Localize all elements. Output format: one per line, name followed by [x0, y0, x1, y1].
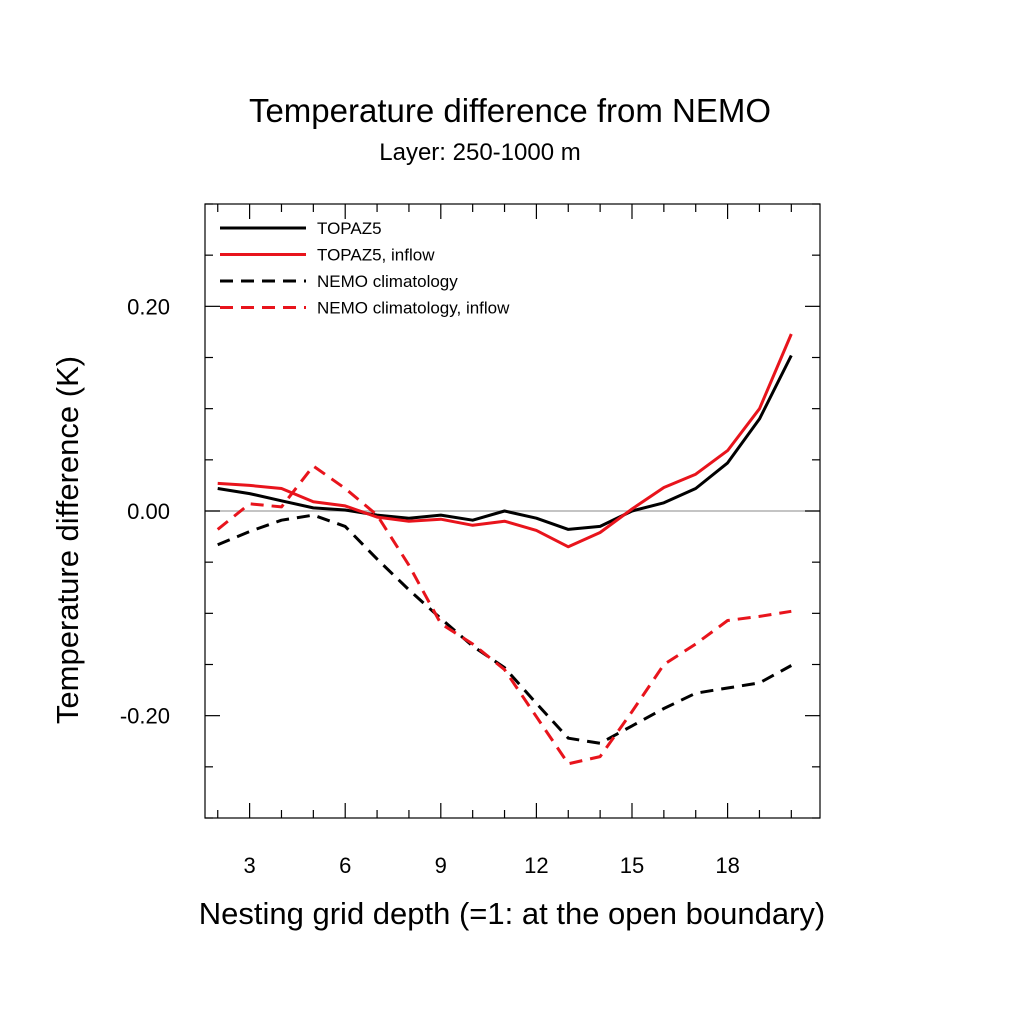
y-tick-label: -0.20 — [120, 704, 170, 729]
x-tick-label: 18 — [715, 853, 739, 878]
legend-label-2: TOPAZ5, inflow — [317, 246, 435, 265]
x-tick-label: 3 — [243, 853, 255, 878]
x-tick-label: 6 — [339, 853, 351, 878]
x-axis-title: Nesting grid depth (=1: at the open boun… — [199, 896, 825, 931]
legend: TOPAZ5 TOPAZ5, inflow NEMO climatology NEMO… — [220, 219, 510, 318]
chart-subtitle: Layer: 250-1000 m — [379, 139, 580, 166]
series-line-4 — [216, 464, 792, 766]
series-layer — [216, 333, 793, 766]
series-line-2 — [217, 333, 793, 549]
chart-title: Temperature difference from NEMO — [249, 92, 771, 129]
x-tick-labels: 3 6 9 12 15 18 — [243, 853, 739, 878]
legend-label-4: NEMO climatology, inflow — [317, 299, 510, 318]
tick-layer — [205, 203, 820, 819]
series-line-1 — [217, 354, 793, 531]
y-tick-label: 0.20 — [127, 294, 170, 319]
x-tick-label: 12 — [524, 853, 548, 878]
x-tick-label: 15 — [620, 853, 644, 878]
legend-label-1: TOPAZ5 — [317, 219, 382, 238]
series-line-3 — [217, 513, 793, 745]
y-axis-title: Temperature difference (K) — [50, 356, 85, 724]
legend-label-3: NEMO climatology — [317, 272, 458, 291]
y-tick-label: 0.00 — [127, 499, 170, 524]
y-tick-labels: -0.20 0.00 0.20 — [120, 294, 170, 728]
x-tick-label: 9 — [435, 853, 447, 878]
